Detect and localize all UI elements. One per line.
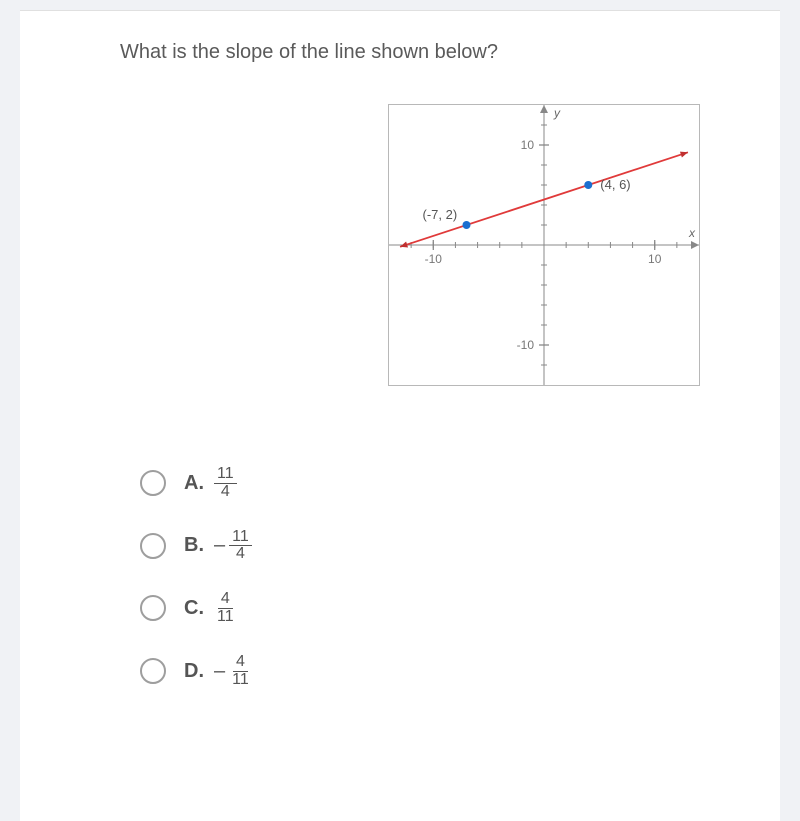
svg-text:y: y [553, 106, 561, 120]
answer-expression: 4 11 [214, 591, 237, 626]
fraction: 4 11 [214, 591, 237, 626]
denominator: 11 [214, 609, 237, 626]
fraction: 4 11 [229, 654, 252, 689]
fraction: 11 4 [229, 529, 252, 564]
answer-option-d[interactable]: D. – 4 11 [140, 654, 740, 689]
numerator: 11 [214, 466, 237, 484]
radio-icon [140, 470, 166, 496]
answer-text: B. – 11 4 [184, 529, 252, 564]
svg-text:-10: -10 [425, 252, 443, 266]
radio-icon [140, 595, 166, 621]
graph-container: -10 10 -10 10 y x (-7, 2) (4, 6) [120, 104, 700, 386]
numerator: 4 [233, 654, 248, 672]
svg-text:10: 10 [521, 138, 535, 152]
radio-icon [140, 658, 166, 684]
svg-text:10: 10 [648, 252, 662, 266]
answer-expression: – 4 11 [214, 654, 252, 689]
denominator: 4 [233, 546, 248, 563]
answer-text: C. 4 11 [184, 591, 237, 626]
minus-sign: – [214, 660, 225, 683]
minus-sign: – [214, 534, 225, 557]
svg-text:-10: -10 [517, 338, 535, 352]
denominator: 11 [229, 672, 252, 689]
numerator: 4 [218, 591, 233, 609]
svg-text:(-7, 2): (-7, 2) [423, 207, 458, 222]
answer-option-c[interactable]: C. 4 11 [140, 591, 740, 626]
answer-letter: D. [184, 660, 204, 683]
question-text: What is the slope of the line shown belo… [120, 41, 740, 64]
denominator: 4 [218, 484, 233, 501]
svg-text:x: x [688, 226, 696, 240]
answer-text: A. 11 4 [184, 466, 237, 501]
fraction: 11 4 [214, 466, 237, 501]
answer-letter: A. [184, 472, 204, 495]
answer-letter: B. [184, 534, 204, 557]
answer-option-b[interactable]: B. – 11 4 [140, 529, 740, 564]
answer-expression: – 11 4 [214, 529, 252, 564]
answer-list: A. 11 4 B. – 11 4 [140, 466, 740, 688]
quiz-page: What is the slope of the line shown belo… [20, 10, 780, 821]
numerator: 11 [229, 529, 252, 547]
answer-text: D. – 4 11 [184, 654, 252, 689]
answer-expression: 11 4 [214, 466, 237, 501]
coordinate-graph: -10 10 -10 10 y x (-7, 2) (4, 6) [388, 104, 700, 386]
answer-letter: C. [184, 597, 204, 620]
radio-icon [140, 533, 166, 559]
svg-text:(4, 6): (4, 6) [600, 177, 630, 192]
answer-option-a[interactable]: A. 11 4 [140, 466, 740, 501]
